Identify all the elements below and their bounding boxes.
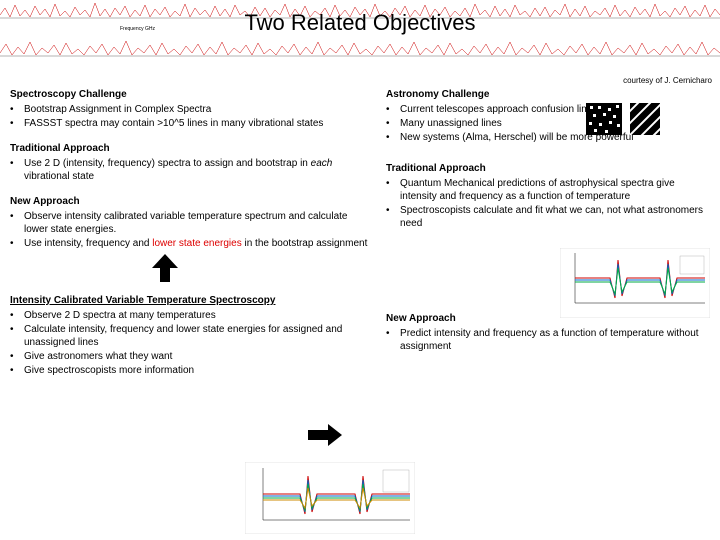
page-title: Two Related Objectives xyxy=(0,10,720,36)
list-item: Observe intensity calibrated variable te… xyxy=(24,210,368,236)
mini-chart-1 xyxy=(560,248,710,318)
arrow-up-icon xyxy=(150,254,180,282)
list-item: Spectroscopists calculate and fit what w… xyxy=(400,204,710,230)
list-item: Use intensity, frequency and lower state… xyxy=(24,237,368,250)
new-approach-right: New Approach Predict intensity and frequ… xyxy=(386,312,710,353)
section-head: Intensity Calibrated Variable Temperatur… xyxy=(10,294,368,307)
section-head: Traditional Approach xyxy=(10,142,368,155)
list-item: Give spectroscopists more information xyxy=(24,364,368,377)
list-item: Use 2 D (intensity, frequency) spectra t… xyxy=(24,157,368,183)
pattern-box-icon xyxy=(586,103,622,135)
spectroscopy-challenge: Spectroscopy Challenge Bootstrap Assignm… xyxy=(10,88,368,130)
right-column: Astronomy Challenge Current telescopes a… xyxy=(386,88,710,389)
courtesy-text: courtesy of J. Cernicharo xyxy=(623,76,712,85)
content-columns: Spectroscopy Challenge Bootstrap Assignm… xyxy=(10,88,710,389)
section-head: New Approach xyxy=(10,195,368,208)
section-head: Astronomy Challenge xyxy=(386,88,710,101)
list-item: New systems (Alma, Herschel) will be mor… xyxy=(400,131,710,144)
section-head: Traditional Approach xyxy=(386,162,710,175)
list-item: Many unassigned lines xyxy=(400,117,710,130)
list-item: Bootstrap Assignment in Complex Spectra xyxy=(24,103,368,116)
list-item: Calculate intensity, frequency and lower… xyxy=(24,323,368,349)
new-approach-left: New Approach Observe intensity calibrate… xyxy=(10,195,368,282)
list-item: Observe 2 D spectra at many temperatures xyxy=(24,309,368,322)
pattern-box-icon xyxy=(630,103,660,135)
icvts-block: Intensity Calibrated Variable Temperatur… xyxy=(10,294,368,377)
list-item: Predict intensity and frequency as a fun… xyxy=(400,327,710,353)
left-column: Spectroscopy Challenge Bootstrap Assignm… xyxy=(10,88,368,389)
arrow-right-icon xyxy=(308,424,342,446)
astronomy-challenge: Astronomy Challenge Current telescopes a… xyxy=(386,88,710,144)
list-item: Quantum Mechanical predictions of astrop… xyxy=(400,177,710,203)
list-item: Current telescopes approach confusion li… xyxy=(400,103,710,116)
section-head: Spectroscopy Challenge xyxy=(10,88,368,101)
mini-chart-2 xyxy=(245,462,415,534)
list-item: Give astronomers what they want xyxy=(24,350,368,363)
traditional-approach-left: Traditional Approach Use 2 D (intensity,… xyxy=(10,142,368,183)
list-item: FASSST spectra may contain >10^5 lines i… xyxy=(24,117,368,130)
traditional-approach-right: Traditional Approach Quantum Mechanical … xyxy=(386,162,710,230)
